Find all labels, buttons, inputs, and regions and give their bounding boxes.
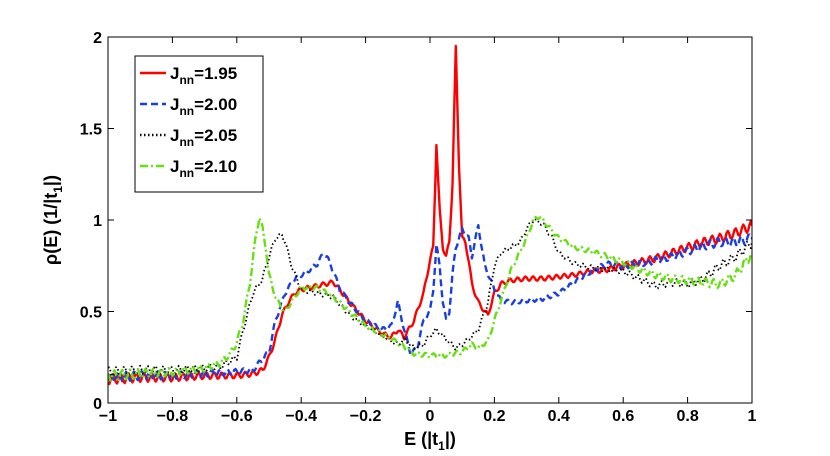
series-line-2: [108, 223, 752, 383]
x-tick-label: −0.6: [221, 408, 253, 425]
x-tick-label: 0.2: [483, 408, 505, 425]
y-tick-label: 2: [93, 30, 102, 47]
y-tick-label: 1.5: [80, 122, 102, 139]
y-tick-label: 0.5: [80, 305, 102, 322]
x-axis-title: E (|t1|): [404, 429, 456, 453]
legend-label-1: Jnn=1.95: [170, 64, 237, 87]
legend-label-2: Jnn=2.00: [170, 95, 237, 118]
series-line-4: [108, 215, 752, 382]
x-tick-label: 0.8: [676, 408, 698, 425]
x-tick-label: −1: [99, 408, 117, 425]
legend-label-4: Jnn=2.10: [170, 157, 237, 180]
x-tick-label: −0.2: [350, 408, 382, 425]
series-line-3: [108, 218, 752, 377]
legend-label-3: Jnn=2.05: [170, 126, 237, 149]
y-tick-label: 1: [93, 213, 102, 230]
x-tick-label: −0.4: [285, 408, 317, 425]
y-tick-label: 0: [93, 396, 102, 413]
legend-box: [134, 55, 264, 193]
x-tick-label: 0: [426, 408, 435, 425]
legend: Jnn=1.95 Jnn=2.00 Jnn=2.05 Jnn=2.10: [134, 55, 264, 193]
x-tick-label: −0.8: [157, 408, 189, 425]
x-tick-label: 0.4: [548, 408, 570, 425]
x-tick-label: 1: [748, 408, 757, 425]
x-tick-label: 0.6: [612, 408, 634, 425]
y-axis-title: ρ(E) (1/|t1|): [41, 175, 65, 265]
